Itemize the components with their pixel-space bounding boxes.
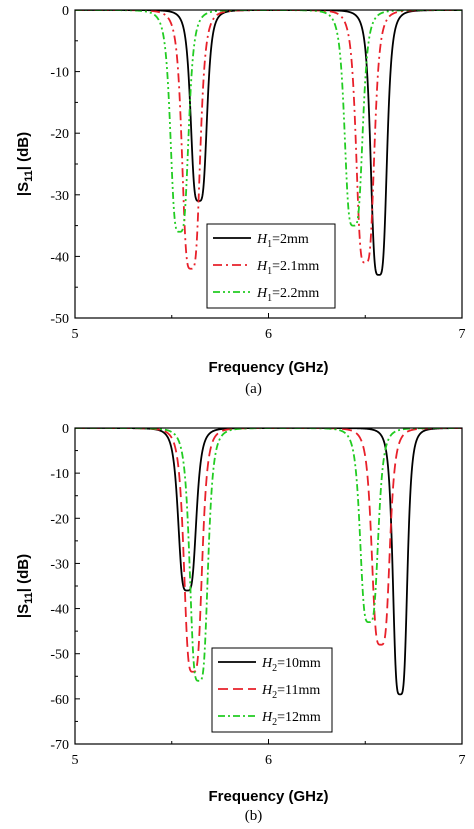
x-axis-title: Frequency (GHz) — [208, 359, 328, 376]
x-axis-title: Frequency (GHz) — [208, 788, 328, 805]
y-tick-label: -10 — [50, 66, 69, 81]
chart-panel-a: 0 -10 -20 -30 -40 -505 6 7 Frequency (GHz) |S11| … — [15, 4, 466, 397]
y-tick-label: 0 — [62, 4, 69, 19]
legend-label-3: H1=2.2mm — [256, 286, 319, 304]
chart-panel-b: 0 -10 -20 -30 -40 -50 -60 -705 6 7 Frequency (GHz)… — [15, 422, 466, 824]
y-tick-label: -70 — [50, 738, 69, 753]
y-tick-label: -50 — [50, 648, 69, 663]
y-axis-title: |S11| (dB) — [15, 554, 35, 618]
panel-caption: (b) — [245, 808, 263, 824]
y-tick-label: -30 — [50, 557, 69, 572]
y-tick-label: -20 — [50, 127, 69, 142]
legend-label-2: H2=11mm — [261, 683, 320, 701]
series-line-3 — [75, 428, 462, 682]
x-tick-label: 7 — [459, 753, 466, 768]
y-tick-label: -30 — [50, 189, 69, 204]
y-tick-label: -20 — [50, 512, 69, 527]
x-tick-label: 7 — [459, 327, 466, 342]
series-line-3 — [75, 10, 462, 233]
y-tick-label: 0 — [62, 422, 69, 437]
y-tick-label: -60 — [50, 693, 69, 708]
legend-label-2: H1=2.1mm — [256, 259, 319, 277]
panel-caption: (a) — [245, 381, 262, 397]
legend: H1=2mm H1=2.1mm H1=2.2mm — [206, 223, 336, 309]
y-tick-label: -40 — [50, 603, 69, 618]
legend-label-3: H2=12mm — [261, 710, 321, 728]
y-tick-label: -50 — [50, 312, 69, 327]
x-tick-label: 5 — [72, 327, 79, 342]
y-tick-label: -10 — [50, 467, 69, 482]
legend: H2=10mm H2=11mm H2=12mm — [211, 647, 333, 733]
legend-label-1: H2=10mm — [261, 656, 321, 674]
y-tick-label: -40 — [50, 250, 69, 265]
x-tick-label: 6 — [265, 327, 272, 342]
x-tick-label: 6 — [265, 753, 272, 768]
series-line-2 — [75, 428, 462, 673]
x-tick-label: 5 — [72, 753, 79, 768]
legend-label-1: H1=2mm — [256, 232, 309, 250]
y-axis-title: |S11| (dB) — [15, 132, 35, 196]
